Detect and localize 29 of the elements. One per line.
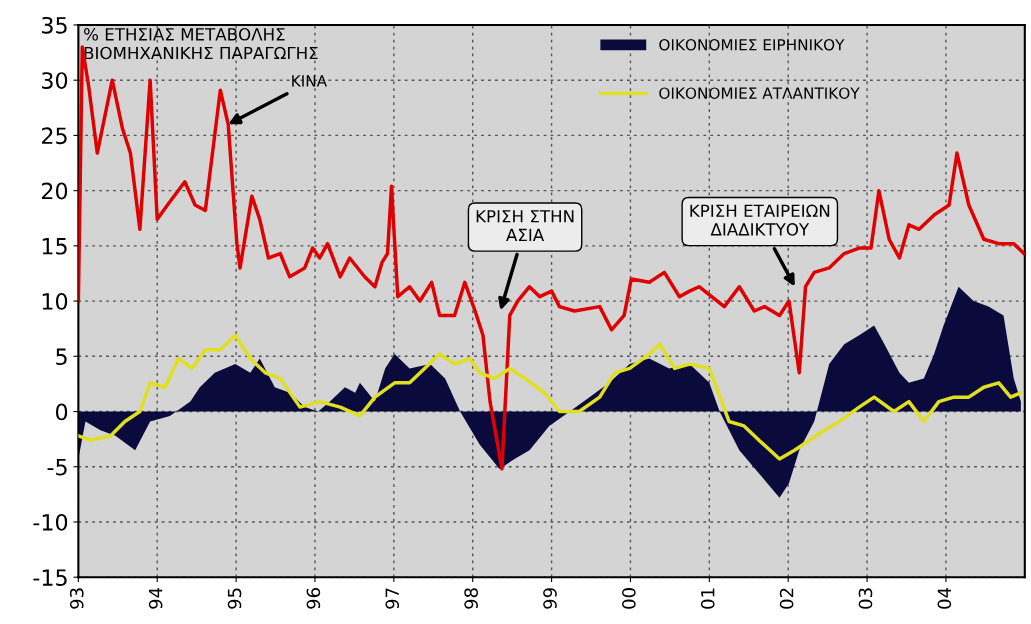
y-tick-label: 20 — [41, 182, 68, 200]
y-tick-label: 10 — [42, 293, 68, 310]
x-tick-label: 99 — [543, 588, 557, 609]
x-tick-label: 95 — [227, 588, 242, 609]
x-tick-label: 03 — [858, 588, 873, 609]
legend-label: ΟΙΚΟΝΟΜΙΕΣ ΕΙΡΗΝΙΚΟΥ — [659, 38, 845, 51]
x-tick-label: 04 — [937, 587, 952, 609]
annotation: ΚΡΙΣΗ ΣΤΗΝ ΑΣΙΑ — [476, 210, 574, 242]
legend-label: ΟΙΚΟΝΟΜΙΕΣ ΑΤΛΑΝΤΙΚΟΥ — [659, 87, 860, 99]
x-tick-label: 01 — [700, 588, 715, 609]
x-tick-label: 96 — [306, 588, 321, 609]
annotation: ΚΡΙΣΗ ΕΤΑΙΡΕΙΩΝ ΔΙΑΔΙΚΤΥΟΥ — [690, 204, 830, 236]
y-tick-label: 15 — [42, 238, 67, 255]
y-tick-label: 25 — [41, 127, 67, 145]
x-tick-label: 98 — [464, 588, 478, 609]
y-tick-label: -15 — [33, 569, 67, 586]
x-tick-label: 02 — [779, 588, 794, 609]
y-tick-label: 0 — [55, 403, 68, 421]
y-tick-label: -10 — [33, 513, 68, 531]
x-tick-label: 93 — [69, 588, 84, 609]
line-series — [78, 333, 1023, 461]
y-tick-label: 30 — [42, 72, 68, 89]
annotation: ΚΙΝΑ — [292, 75, 327, 87]
y-tick-label: 35 — [42, 16, 67, 34]
x-tick-label: 97 — [385, 588, 400, 609]
y-tick-label: 5 — [56, 348, 67, 366]
x-tick-label: 00 — [622, 588, 636, 609]
x-tick-label: 94 — [148, 587, 163, 609]
y-tick-label: -5 — [47, 458, 67, 476]
